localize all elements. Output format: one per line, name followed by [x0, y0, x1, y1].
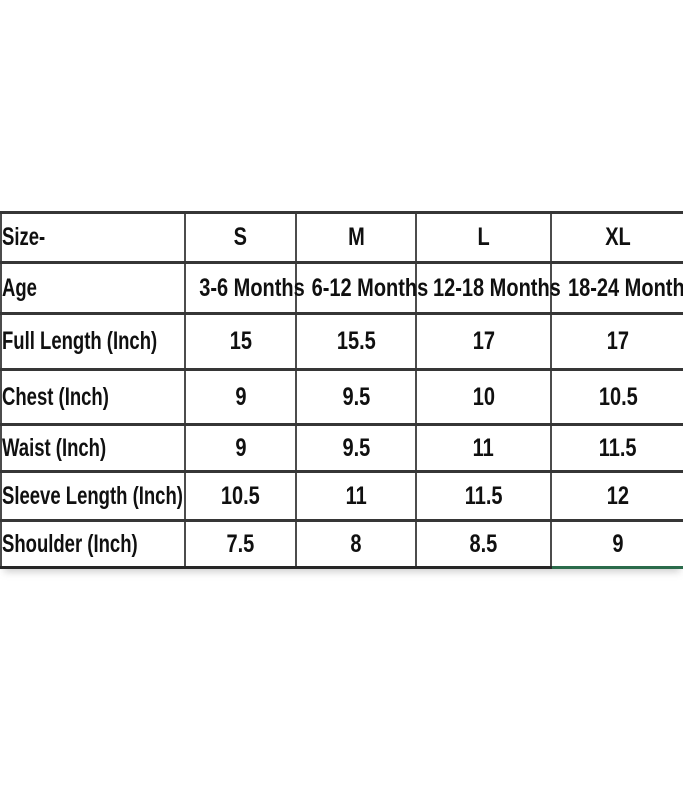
value-text: 9 — [234, 382, 247, 411]
value-cell-full-length-s: 15 — [184, 312, 297, 371]
value-text: 15 — [229, 327, 252, 355]
full-length-row: Full Length (Inch) 15 15.5 17 17 — [0, 312, 683, 371]
value-text: 12-18 Months — [432, 273, 561, 302]
column-header-xl-label: XL — [605, 223, 631, 251]
value-cell-full-length-xl: 17 — [550, 312, 683, 371]
row-label-full-length-text: Full Length (Inch) — [2, 327, 158, 355]
row-label-chest: Chest (Inch) — [0, 368, 186, 426]
value-text: 10.5 — [598, 382, 638, 411]
column-header-size-label: Size- — [2, 223, 46, 251]
value-cell-waist-l: 11 — [415, 423, 552, 473]
waist-row: Waist (Inch) 9 9.5 11 11.5 — [0, 423, 683, 473]
value-text: 12 — [606, 481, 630, 510]
value-text: 8 — [350, 529, 362, 558]
value-cell-age-m: 6-12 Months — [295, 261, 428, 315]
value-text: 7.5 — [226, 529, 255, 558]
value-cell-sleeve-xl: 12 — [550, 470, 683, 522]
value-text: 9 — [234, 433, 247, 462]
value-cell-shoulder-s: 7.5 — [184, 519, 297, 569]
row-label-full-length: Full Length (Inch) — [0, 312, 186, 371]
row-label-shoulder: Shoulder (Inch) — [0, 519, 186, 569]
column-header-s-label: S — [233, 223, 248, 251]
row-label-sleeve-length: Sleeve Length (Inch) — [0, 470, 186, 522]
column-header-xl: XL — [550, 211, 683, 264]
sleeve-length-row: Sleeve Length (Inch) 10.5 11 11.5 12 — [0, 470, 683, 522]
row-label-age-text: Age — [2, 273, 37, 302]
value-text: 10.5 — [221, 481, 260, 510]
value-cell-shoulder-xl: 9 — [550, 519, 683, 569]
chest-row: Chest (Inch) 9 9.5 10 10.5 — [0, 368, 683, 426]
header-row: Size- S M L XL — [0, 211, 683, 264]
value-cell-sleeve-s: 10.5 — [184, 470, 297, 522]
value-text: 11 — [472, 433, 495, 462]
value-text: 9.5 — [342, 433, 370, 462]
value-cell-waist-s: 9 — [184, 423, 297, 473]
row-label-shoulder-text: Shoulder (Inch) — [2, 529, 138, 558]
value-cell-chest-l: 10 — [415, 368, 552, 426]
value-cell-sleeve-l: 11.5 — [415, 470, 552, 522]
value-cell-chest-m: 9.5 — [295, 368, 417, 426]
row-label-sleeve-length-text: Sleeve Length (Inch) — [2, 481, 183, 510]
column-header-l: L — [415, 211, 552, 264]
column-header-m: M — [295, 211, 417, 264]
size-chart-image: Size- S M L XL Age 3-6 Months 6-12 Month… — [0, 211, 683, 569]
row-label-age: Age — [0, 261, 186, 315]
column-header-m-label: M — [347, 223, 365, 251]
column-header-s: S — [184, 211, 297, 264]
row-label-chest-text: Chest (Inch) — [2, 382, 109, 411]
value-text: 8.5 — [469, 529, 498, 558]
value-cell-full-length-m: 15.5 — [295, 312, 417, 371]
size-chart-table: Size- S M L XL Age 3-6 Months 6-12 Month… — [0, 211, 683, 569]
value-cell-shoulder-m: 8 — [295, 519, 417, 569]
value-cell-age-xl: 18-24 Months — [550, 261, 683, 315]
value-cell-waist-m: 9.5 — [295, 423, 417, 473]
shoulder-row: Shoulder (Inch) 7.5 8 8.5 9 — [0, 519, 683, 569]
value-cell-shoulder-l: 8.5 — [415, 519, 552, 569]
value-cell-age-l: 12-18 Months — [415, 261, 561, 315]
value-cell-chest-s: 9 — [184, 368, 297, 426]
value-cell-chest-xl: 10.5 — [550, 368, 683, 426]
column-header-l-label: L — [477, 223, 490, 251]
value-cell-waist-xl: 11.5 — [550, 423, 683, 473]
value-cell-age-s: 3-6 Months — [184, 261, 305, 315]
row-label-waist: Waist (Inch) — [0, 423, 186, 473]
value-text: 18-24 Months — [567, 273, 683, 302]
value-text: 3-6 Months — [199, 273, 305, 302]
value-text: 6-12 Months — [311, 273, 429, 302]
value-text: 10 — [472, 382, 495, 411]
value-text: 17 — [472, 327, 495, 355]
value-text: 11.5 — [599, 433, 637, 462]
row-label-waist-text: Waist (Inch) — [2, 433, 107, 462]
column-header-size: Size- — [0, 211, 186, 264]
value-text: 9.5 — [342, 382, 370, 411]
value-text: 15.5 — [336, 327, 376, 355]
value-text: 11 — [345, 481, 367, 510]
value-text: 11.5 — [464, 481, 503, 510]
value-cell-sleeve-m: 11 — [295, 470, 417, 522]
value-text: 9 — [612, 529, 624, 558]
age-row: Age 3-6 Months 6-12 Months 12-18 Months … — [0, 261, 683, 315]
value-cell-full-length-l: 17 — [415, 312, 552, 371]
value-text: 17 — [606, 327, 630, 355]
